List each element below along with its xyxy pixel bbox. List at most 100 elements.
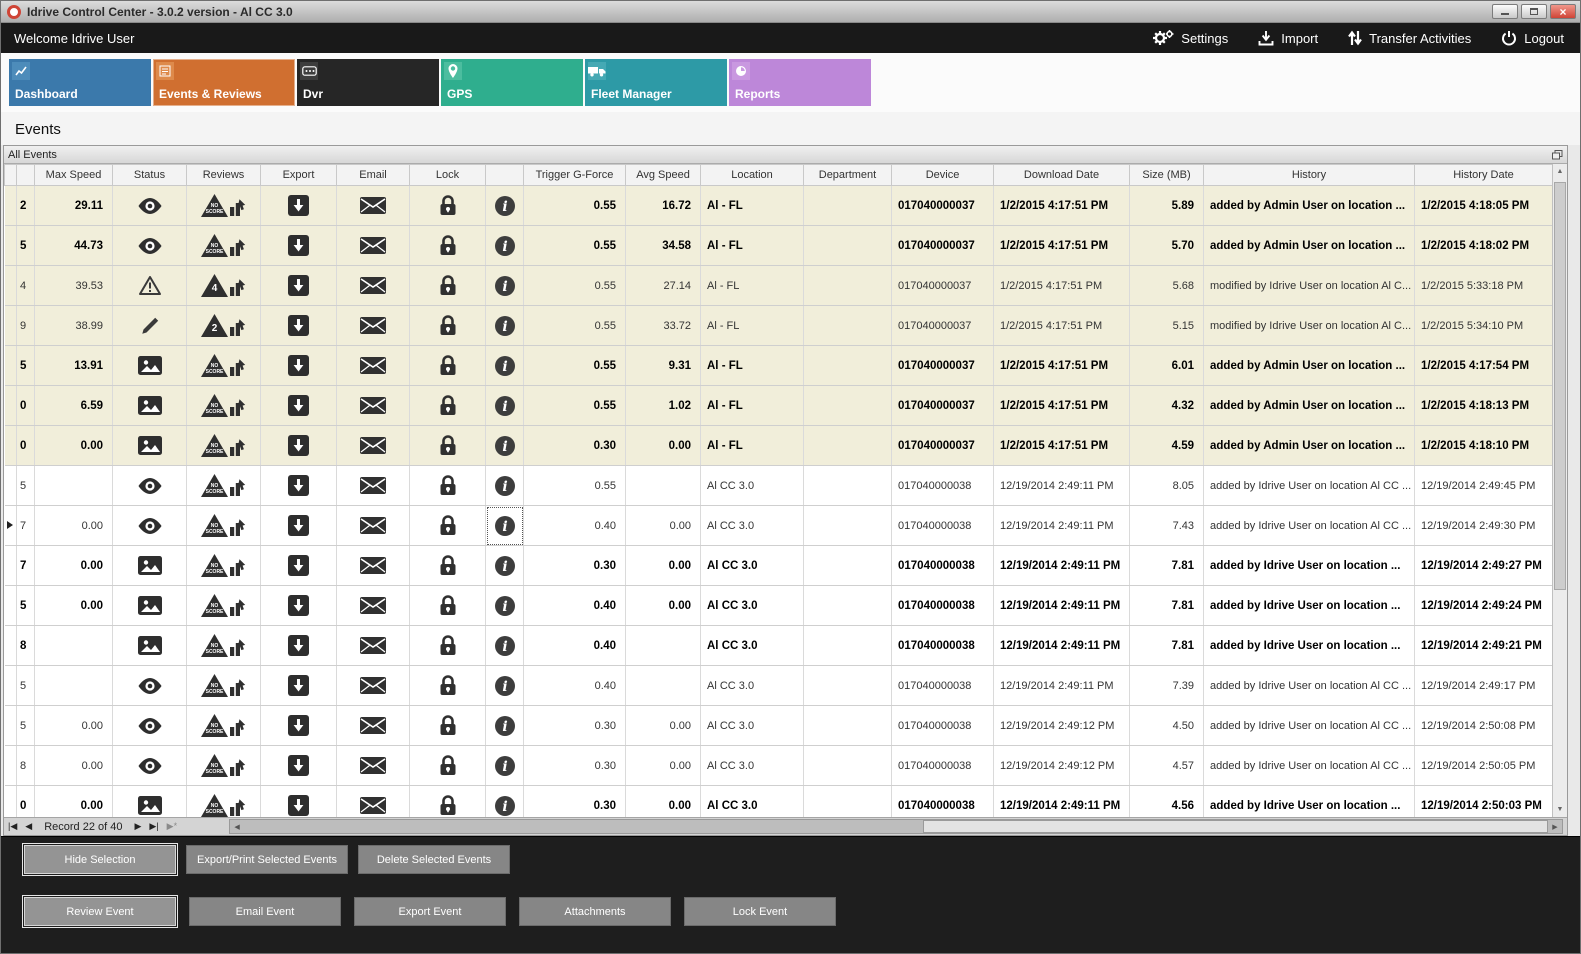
- review-chart-icon[interactable]: [229, 798, 246, 817]
- event-row[interactable]: 5NOSCOREi0.40Al CC 3.001704000003812/19/…: [5, 666, 1553, 706]
- export-print-selected-events-button[interactable]: Export/Print Selected Events: [186, 845, 348, 874]
- tab-reports[interactable]: Reports: [729, 59, 871, 106]
- column-header-avg-speed[interactable]: Avg Speed: [626, 165, 701, 186]
- cell-info[interactable]: i: [486, 626, 524, 666]
- review-score-icon[interactable]: NOSCORE: [201, 554, 228, 577]
- email-icon[interactable]: [360, 597, 386, 614]
- minimize-button[interactable]: [1492, 4, 1518, 19]
- cell-info[interactable]: i: [486, 546, 524, 586]
- event-row[interactable]: 938.992i0.5533.72Al - FL0170400000371/2/…: [5, 306, 1553, 346]
- column-header-department[interactable]: Department: [804, 165, 892, 186]
- close-button[interactable]: [1550, 4, 1576, 19]
- review-chart-icon[interactable]: [229, 238, 246, 257]
- event-row[interactable]: 439.534i0.5527.14Al - FL0170400000371/2/…: [5, 266, 1553, 306]
- lock-icon[interactable]: [438, 234, 458, 258]
- review-chart-icon[interactable]: [229, 438, 246, 457]
- review-score-icon[interactable]: NOSCORE: [201, 594, 228, 617]
- row-selector[interactable]: [5, 466, 17, 506]
- event-row[interactable]: 229.11NOSCOREi0.5516.72Al - FL0170400000…: [5, 186, 1553, 226]
- row-selector[interactable]: [5, 506, 17, 546]
- review-chart-icon[interactable]: [229, 598, 246, 617]
- review-chart-icon[interactable]: [229, 198, 246, 217]
- column-header-download-date[interactable]: Download Date: [994, 165, 1130, 186]
- event-row[interactable]: 50.00NOSCOREi0.400.00Al CC 3.00170400000…: [5, 586, 1553, 626]
- review-chart-icon[interactable]: [229, 518, 246, 537]
- review-chart-icon[interactable]: [229, 278, 246, 297]
- row-selector[interactable]: [5, 346, 17, 386]
- horizontal-scrollbar[interactable]: [229, 819, 1563, 834]
- cell-info[interactable]: i: [486, 706, 524, 746]
- review-chart-icon[interactable]: [229, 678, 246, 697]
- first-record-button[interactable]: [4, 821, 21, 832]
- row-selector[interactable]: [5, 706, 17, 746]
- cell-info[interactable]: i: [486, 586, 524, 626]
- cell-info[interactable]: i: [486, 346, 524, 386]
- info-icon[interactable]: i: [494, 675, 516, 697]
- row-selector[interactable]: [5, 626, 17, 666]
- email-icon[interactable]: [360, 637, 386, 654]
- export-icon[interactable]: [288, 195, 309, 216]
- export-icon[interactable]: [288, 515, 309, 536]
- email-icon[interactable]: [360, 237, 386, 254]
- column-header-email[interactable]: Email: [337, 165, 410, 186]
- info-icon[interactable]: i: [494, 635, 516, 657]
- column-header-status[interactable]: Status: [113, 165, 187, 186]
- column-header-size[interactable]: Size (MB): [1130, 165, 1204, 186]
- export-icon[interactable]: [288, 675, 309, 696]
- settings-button[interactable]: Settings: [1152, 29, 1228, 47]
- export-icon[interactable]: [288, 275, 309, 296]
- lock-icon[interactable]: [438, 314, 458, 338]
- email-icon[interactable]: [360, 677, 386, 694]
- export-icon[interactable]: [288, 355, 309, 376]
- review-chart-icon[interactable]: [229, 398, 246, 417]
- event-row[interactable]: 8NOSCOREi0.40Al CC 3.001704000003812/19/…: [5, 626, 1553, 666]
- lock-icon[interactable]: [438, 634, 458, 658]
- event-row[interactable]: 50.00NOSCOREi0.300.00Al CC 3.00170400000…: [5, 706, 1553, 746]
- event-row[interactable]: 70.00NOSCOREi0.300.00Al CC 3.00170400000…: [5, 546, 1553, 586]
- lock-event-button[interactable]: Lock Event: [684, 897, 836, 926]
- export-icon[interactable]: [288, 595, 309, 616]
- maximize-button[interactable]: [1521, 4, 1547, 19]
- column-header-history-date[interactable]: History Date: [1415, 165, 1553, 186]
- review-score-icon[interactable]: NOSCORE: [201, 394, 228, 417]
- event-row[interactable]: 06.59NOSCOREi0.551.02Al - FL017040000037…: [5, 386, 1553, 426]
- cell-info[interactable]: i: [486, 266, 524, 306]
- info-icon[interactable]: i: [494, 395, 516, 417]
- info-icon[interactable]: i: [494, 795, 516, 817]
- cell-info[interactable]: i: [486, 306, 524, 346]
- info-icon[interactable]: i: [494, 315, 516, 337]
- row-selector[interactable]: [5, 546, 17, 586]
- restore-window-icon[interactable]: [1552, 150, 1563, 160]
- export-icon[interactable]: [288, 235, 309, 256]
- review-score-icon[interactable]: NOSCORE: [201, 794, 228, 817]
- lock-icon[interactable]: [438, 594, 458, 618]
- lock-icon[interactable]: [438, 434, 458, 458]
- lock-icon[interactable]: [438, 394, 458, 418]
- review-score-icon[interactable]: NOSCORE: [201, 714, 228, 737]
- next-record-button[interactable]: [130, 821, 145, 832]
- tab-gps[interactable]: GPS: [441, 59, 583, 106]
- lock-icon[interactable]: [438, 754, 458, 778]
- review-event-button[interactable]: Review Event: [24, 897, 176, 926]
- row-selector[interactable]: [5, 666, 17, 706]
- row-selector[interactable]: [5, 186, 17, 226]
- email-icon[interactable]: [360, 717, 386, 734]
- export-icon[interactable]: [288, 435, 309, 456]
- column-header-export[interactable]: Export: [261, 165, 337, 186]
- event-row[interactable]: 513.91NOSCOREi0.559.31Al - FL01704000003…: [5, 346, 1553, 386]
- review-chart-icon[interactable]: [229, 638, 246, 657]
- column-header-location[interactable]: Location: [701, 165, 804, 186]
- export-icon[interactable]: [288, 395, 309, 416]
- review-chart-icon[interactable]: [229, 478, 246, 497]
- horizontal-scrollbar-thumb[interactable]: [923, 820, 1548, 833]
- lock-icon[interactable]: [438, 474, 458, 498]
- cell-info[interactable]: i: [486, 386, 524, 426]
- review-score-icon[interactable]: NOSCORE: [201, 514, 228, 537]
- review-chart-icon[interactable]: [229, 758, 246, 777]
- event-row[interactable]: 80.00NOSCOREi0.300.00Al CC 3.00170400000…: [5, 746, 1553, 786]
- review-chart-icon[interactable]: [229, 358, 246, 377]
- row-selector[interactable]: [5, 306, 17, 346]
- scroll-right-icon[interactable]: [1548, 820, 1562, 833]
- info-icon[interactable]: i: [494, 195, 516, 217]
- previous-record-button[interactable]: [21, 821, 36, 832]
